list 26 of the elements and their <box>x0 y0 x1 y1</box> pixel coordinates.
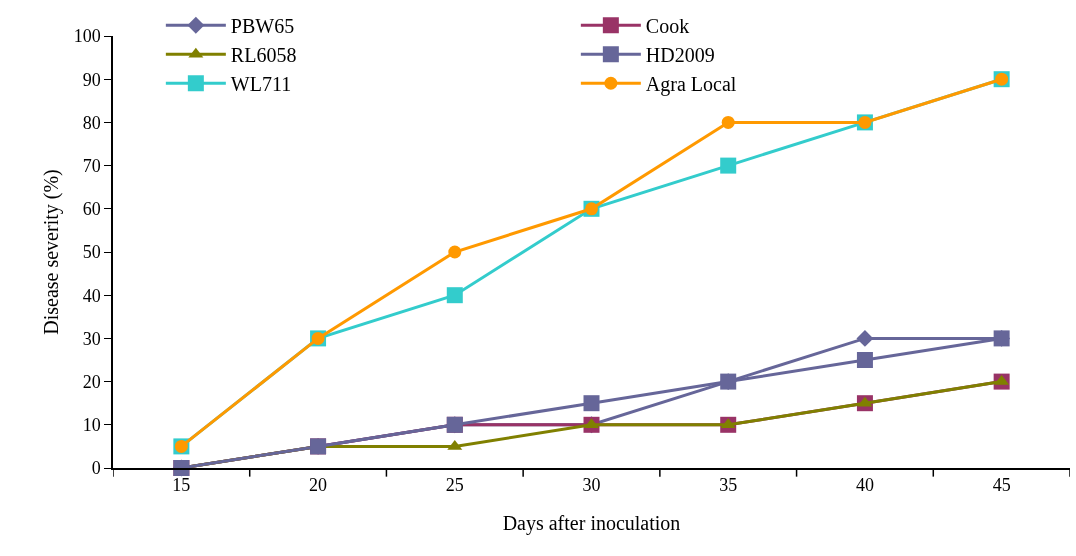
x-tick-label: 20 <box>309 475 328 496</box>
y-tick-label: 90 <box>82 69 101 90</box>
y-tick-label: 100 <box>73 26 101 47</box>
y-tick-label: 20 <box>82 371 101 392</box>
y-tick-label: 70 <box>82 155 101 176</box>
x-tick-label: 15 <box>172 475 191 496</box>
x-tick-label: 25 <box>445 475 464 496</box>
legend-label: PBW65 <box>230 15 295 38</box>
x-tick-label: 45 <box>992 475 1011 496</box>
y-axis-title: Disease severity (%) <box>39 169 63 335</box>
x-axis-title: Days after inoculation <box>502 512 681 536</box>
y-tick-label: 30 <box>82 328 101 349</box>
x-tick-label: 30 <box>582 475 601 496</box>
legend-label: WL711 <box>230 73 292 96</box>
y-tick-label: 80 <box>82 112 101 133</box>
y-tick-label: 40 <box>82 285 101 306</box>
y-tick-label: 10 <box>82 415 101 436</box>
x-tick-label: 40 <box>855 475 874 496</box>
legend-label: Cook <box>645 15 690 38</box>
legend-label: Agra Local <box>645 73 737 97</box>
y-tick-label: 50 <box>82 242 101 263</box>
legend-label: HD2009 <box>645 44 715 67</box>
y-tick-label: 0 <box>91 458 101 479</box>
x-tick-label: 35 <box>719 475 738 496</box>
y-tick-label: 60 <box>82 199 101 220</box>
legend-label: RL6058 <box>230 44 297 67</box>
